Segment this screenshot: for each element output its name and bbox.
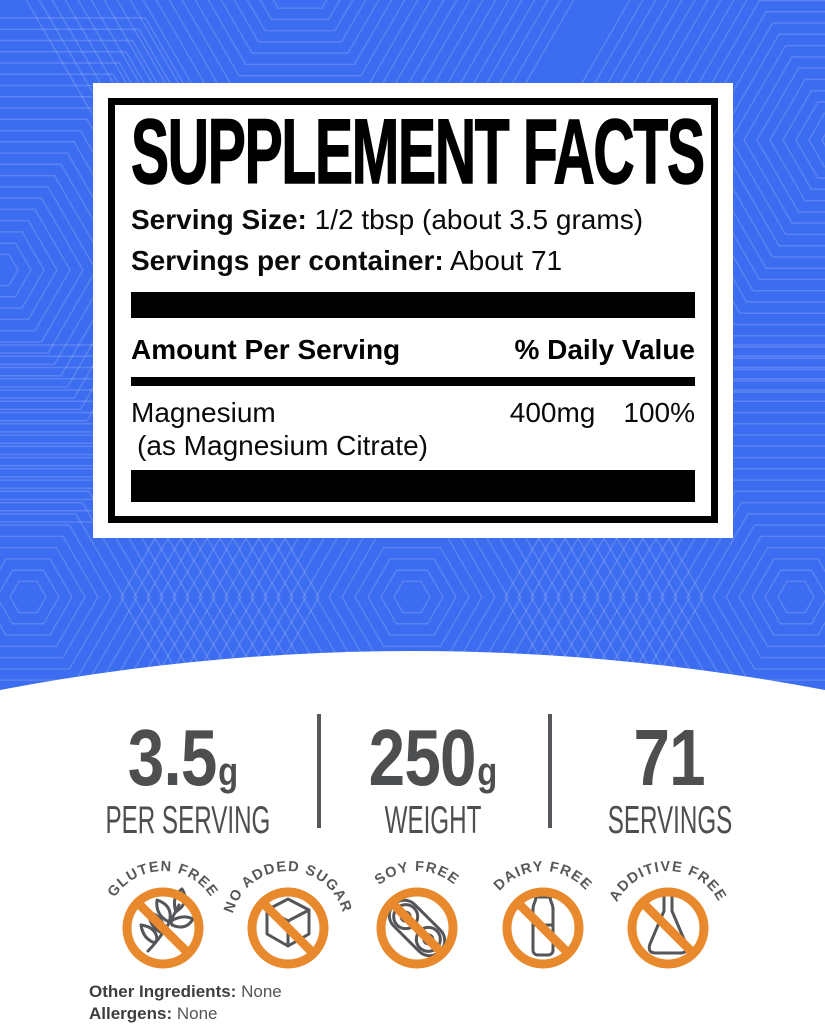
footnotes: Other Ingredients: None Allergens: None: [89, 981, 282, 1024]
svg-text:NO ADDED SUGAR: NO ADDED SUGAR: [223, 859, 353, 915]
badge-arc-label: SOY FREE: [372, 859, 461, 889]
stat-unit: g: [218, 750, 239, 794]
serving-size-line: Serving Size: 1/2 tbsp (about 3.5 grams): [131, 204, 695, 236]
stat-value: 3.5: [127, 713, 218, 802]
divider-bar-bottom: [131, 470, 695, 502]
other-ingredients-value: None: [241, 982, 282, 1001]
badge-dairy-free: DAIRY FREE: [478, 852, 608, 977]
badge-no-added-sugar: NO ADDED SUGAR: [223, 852, 353, 977]
stat-per-serving: 3.5 g PER SERVING: [58, 712, 308, 842]
allergens-line: Allergens: None: [89, 1003, 282, 1024]
nutrient-values: 400mg 100%: [510, 396, 695, 429]
supplement-facts-title: SUPPLEMENT FACTS: [131, 105, 706, 199]
nutrient-daily-value: 100%: [623, 397, 695, 428]
svg-text:ADDITIVE FREE: ADDITIVE FREE: [607, 859, 730, 905]
stat-value: 250: [368, 713, 477, 802]
servings-per-container-value: About 71: [450, 245, 563, 276]
badge-additive-free: ADDITIVE FREE: [603, 852, 733, 977]
serving-size-label: Serving Size:: [131, 204, 307, 235]
nutrient-row-magnesium: Magnesium (as Magnesium Citrate) 400mg 1…: [131, 396, 695, 462]
supplement-facts-panel: SUPPLEMENT FACTS Serving Size: 1/2 tbsp …: [93, 83, 733, 538]
nutrient-name: Magnesium (as Magnesium Citrate): [131, 396, 428, 462]
serving-size-value: 1/2 tbsp (about 3.5 grams): [314, 204, 644, 235]
supplement-facts-border: SUPPLEMENT FACTS Serving Size: 1/2 tbsp …: [108, 98, 718, 523]
badge-arc-label: NO ADDED SUGAR: [223, 859, 353, 915]
stat-divider: [548, 714, 552, 828]
facts-column-headers: Amount Per Serving % Daily Value: [131, 335, 695, 365]
stat-value: 71: [633, 713, 706, 802]
other-ingredients-label: Other Ingredients:: [89, 982, 237, 1001]
nutrient-name-detail: (as Magnesium Citrate): [137, 430, 428, 461]
daily-value-header: % Daily Value: [514, 334, 695, 365]
stat-label: WEIGHT: [384, 799, 482, 842]
servings-per-container-line: Servings per container: About 71: [131, 245, 695, 277]
nutrient-amount: 400mg: [509, 397, 596, 428]
stat-servings-number: 71: [568, 712, 773, 804]
stat-unit: g: [477, 750, 498, 794]
supplement-facts-title-text: SUPPLEMENT FACTS: [131, 101, 706, 203]
divider-bar-top: [131, 292, 695, 318]
allergens-label: Allergens:: [89, 1004, 173, 1023]
stat-servings: 71 SERVINGS: [545, 712, 795, 842]
badge-soy-free: SOY FREE: [352, 852, 482, 977]
stat-label: PER SERVING: [105, 799, 271, 842]
servings-per-container-label: Servings per container:: [131, 245, 444, 276]
stat-per-serving-number: 3.5 g: [81, 712, 286, 804]
amount-per-serving-header: Amount Per Serving: [131, 334, 401, 365]
other-ingredients-line: Other Ingredients: None: [89, 981, 282, 1003]
nutrient-name-main: Magnesium: [131, 397, 276, 428]
badge-gluten-free: GLUTEN FREE: [98, 852, 228, 977]
header-rule: [131, 377, 695, 386]
badge-arc-label: ADDITIVE FREE: [607, 859, 729, 905]
allergens-value: None: [176, 1004, 218, 1023]
svg-text:SOY FREE: SOY FREE: [372, 859, 462, 889]
stat-label: SERVINGS: [607, 799, 733, 842]
stat-weight-number: 250 g: [331, 712, 536, 804]
stat-divider: [317, 714, 321, 828]
stat-weight: 250 g WEIGHT: [308, 712, 558, 842]
